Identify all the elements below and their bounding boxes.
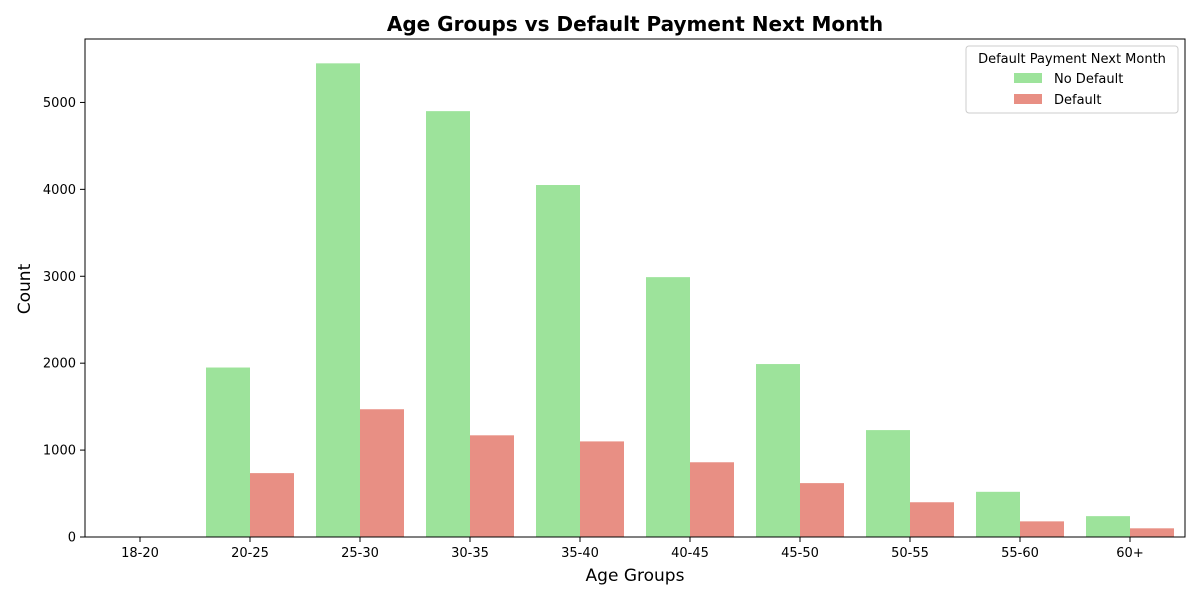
y-axis: 0 1000 2000 3000 4000 5000 xyxy=(43,96,85,546)
x-tick-label: 45-50 xyxy=(781,546,819,561)
plot-area xyxy=(206,63,1174,538)
legend-swatch-no-default xyxy=(1014,73,1042,83)
x-tick-label: 18-20 xyxy=(121,546,159,561)
bar-no-default-45-50 xyxy=(756,364,800,537)
bar-default-45-50 xyxy=(800,483,844,537)
x-axis: 18-20 20-25 25-30 30-35 35-40 40-45 45-50 50-55… xyxy=(121,537,1144,561)
y-tick-label: 2000 xyxy=(43,357,76,372)
bar-default-25-30 xyxy=(360,409,404,537)
bar-default-55-60 xyxy=(1020,521,1064,537)
x-tick-label: 30-35 xyxy=(451,546,489,561)
legend: Default Payment Next Month No Default De… xyxy=(965,45,1179,114)
legend-label-no-default: No Default xyxy=(1054,72,1123,87)
x-tick-label: 55-60 xyxy=(1001,546,1039,561)
y-tick-label: 1000 xyxy=(43,444,76,459)
x-axis-label: Age Groups xyxy=(586,566,685,586)
bar-default-40-45 xyxy=(690,462,734,537)
chart-title: Age Groups vs Default Payment Next Month xyxy=(387,12,883,36)
y-tick-label: 5000 xyxy=(43,96,76,111)
plot-frame xyxy=(84,38,1186,538)
x-tick-label: 35-40 xyxy=(561,546,599,561)
x-tick-label: 50-55 xyxy=(891,546,929,561)
y-tick-label: 0 xyxy=(68,531,76,546)
bar-no-default-60+ xyxy=(1086,516,1130,537)
bar-no-default-40-45 xyxy=(646,277,690,537)
y-tick-label: 3000 xyxy=(43,270,76,285)
bar-default-30-35 xyxy=(470,435,514,537)
bar-default-60+ xyxy=(1130,528,1174,537)
legend-label-default: Default xyxy=(1054,93,1102,108)
bar-default-20-25 xyxy=(250,473,294,537)
x-tick-label: 60+ xyxy=(1116,546,1143,561)
x-tick-label: 20-25 xyxy=(231,546,269,561)
y-axis-label: Count xyxy=(15,263,35,314)
legend-title: Default Payment Next Month xyxy=(978,52,1166,67)
legend-swatch-default xyxy=(1014,94,1042,104)
x-tick-label: 25-30 xyxy=(341,546,379,561)
bar-no-default-50-55 xyxy=(866,430,910,537)
bar-default-35-40 xyxy=(580,441,624,537)
y-tick-label: 4000 xyxy=(43,183,76,198)
bar-no-default-20-25 xyxy=(206,367,250,537)
x-tick-label: 40-45 xyxy=(671,546,709,561)
bar-no-default-25-30 xyxy=(316,63,360,538)
bar-no-default-55-60 xyxy=(976,491,1020,537)
bar-default-50-55 xyxy=(910,502,954,537)
bar-no-default-30-35 xyxy=(426,111,470,537)
bar-no-default-35-40 xyxy=(536,185,580,537)
